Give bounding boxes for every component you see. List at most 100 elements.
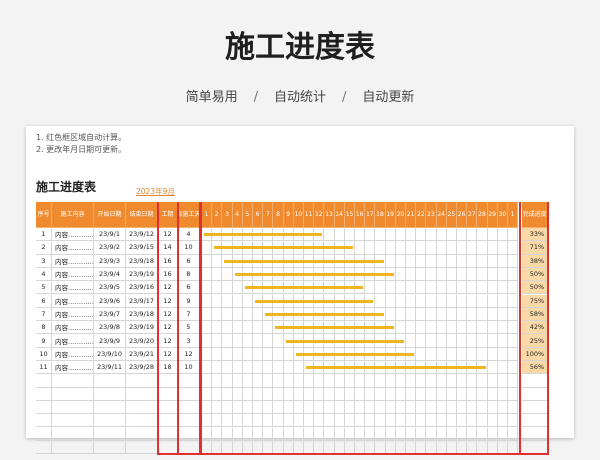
cell-duration[interactable]: 18 [158,361,178,375]
cell-start[interactable]: 23/9/8 [94,321,126,335]
cell-duration[interactable]: 14 [158,241,178,255]
empty-cell[interactable] [158,374,178,388]
cell-seq[interactable]: 9 [36,334,52,348]
empty-cell[interactable] [52,387,94,401]
cell-duration[interactable]: 12 [158,228,178,242]
cell-content[interactable]: 内容…………… [52,321,94,335]
cell-actual[interactable]: 6 [178,254,200,268]
cell-actual[interactable]: 5 [178,321,200,335]
cell-seq[interactable]: 7 [36,307,52,322]
cell-end[interactable]: 23/9/16 [126,281,158,295]
cell-seq[interactable]: 2 [36,241,52,255]
cell-duration[interactable]: 12 [158,307,178,322]
cell-start[interactable]: 23/9/6 [94,294,126,308]
cell-content[interactable]: 内容…………… [52,241,94,255]
month-selector[interactable]: 2023年9月 [136,187,175,196]
cell-actual[interactable]: 12 [178,347,200,361]
cell-start[interactable]: 23/9/9 [94,334,126,348]
cell-actual[interactable]: 4 [178,228,200,242]
cell-end[interactable]: 23/9/28 [126,361,158,375]
empty-cell[interactable] [126,374,158,388]
cell-seq[interactable]: 1 [36,228,52,242]
empty-cell[interactable] [126,387,158,401]
empty-cell[interactable] [94,427,126,441]
empty-cell[interactable] [94,414,126,428]
cell-content[interactable]: 内容…………… [52,267,94,282]
empty-cell[interactable] [178,374,200,388]
cell-duration[interactable]: 12 [158,334,178,348]
empty-cell[interactable] [178,414,200,428]
cell-duration[interactable]: 16 [158,254,178,268]
empty-cell[interactable] [52,374,94,388]
empty-cell[interactable] [36,414,52,428]
empty-cell[interactable] [126,414,158,428]
cell-start[interactable]: 23/9/7 [94,307,126,322]
cell-end[interactable]: 23/9/18 [126,307,158,322]
cell-start[interactable]: 23/9/10 [94,347,126,361]
empty-cell[interactable] [94,400,126,415]
empty-cell[interactable] [158,440,178,455]
cell-content[interactable]: 内容…………… [52,254,94,268]
cell-end[interactable]: 23/9/19 [126,267,158,282]
cell-actual[interactable]: 7 [178,307,200,322]
cell-start[interactable]: 23/9/3 [94,254,126,268]
cell-end[interactable]: 23/9/15 [126,241,158,255]
cell-seq[interactable]: 11 [36,361,52,375]
cell-end[interactable]: 23/9/18 [126,254,158,268]
cell-actual[interactable]: 10 [178,361,200,375]
cell-end[interactable]: 23/9/20 [126,334,158,348]
empty-cell[interactable] [94,387,126,401]
cell-seq[interactable]: 10 [36,347,52,361]
empty-cell[interactable] [36,374,52,388]
cell-duration[interactable]: 12 [158,321,178,335]
cell-content[interactable]: 内容…………… [52,334,94,348]
cell-actual[interactable]: 8 [178,267,200,282]
empty-cell[interactable] [158,427,178,441]
cell-seq[interactable]: 6 [36,294,52,308]
cell-content[interactable]: 内容…………… [52,347,94,361]
cell-start[interactable]: 23/9/4 [94,267,126,282]
cell-content[interactable]: 内容…………… [52,294,94,308]
empty-cell[interactable] [126,400,158,415]
cell-seq[interactable]: 8 [36,321,52,335]
cell-content[interactable]: 内容…………… [52,281,94,295]
empty-cell[interactable] [52,400,94,415]
cell-actual[interactable]: 9 [178,294,200,308]
empty-cell[interactable] [94,374,126,388]
empty-cell[interactable] [178,440,200,455]
empty-cell[interactable] [52,440,94,455]
cell-content[interactable]: 内容…………… [52,228,94,242]
empty-cell[interactable] [36,440,52,455]
empty-cell[interactable] [178,400,200,415]
empty-cell[interactable] [158,400,178,415]
cell-content[interactable]: 内容…………… [52,307,94,322]
cell-duration[interactable]: 12 [158,347,178,361]
empty-cell[interactable] [158,414,178,428]
cell-start[interactable]: 23/9/11 [94,361,126,375]
empty-cell[interactable] [126,440,158,455]
empty-cell[interactable] [52,427,94,441]
empty-cell[interactable] [178,427,200,441]
cell-seq[interactable]: 4 [36,267,52,282]
empty-cell[interactable] [36,400,52,415]
cell-seq[interactable]: 5 [36,281,52,295]
cell-content[interactable]: 内容…………… [52,361,94,375]
cell-end[interactable]: 23/9/17 [126,294,158,308]
cell-actual[interactable]: 3 [178,334,200,348]
cell-duration[interactable]: 12 [158,294,178,308]
cell-end[interactable]: 23/9/19 [126,321,158,335]
cell-actual[interactable]: 6 [178,281,200,295]
empty-cell[interactable] [126,427,158,441]
cell-actual[interactable]: 10 [178,241,200,255]
cell-seq[interactable]: 3 [36,254,52,268]
empty-cell[interactable] [36,387,52,401]
empty-cell[interactable] [158,387,178,401]
cell-end[interactable]: 23/9/12 [126,228,158,242]
cell-end[interactable]: 23/9/21 [126,347,158,361]
cell-start[interactable]: 23/9/2 [94,241,126,255]
cell-duration[interactable]: 16 [158,267,178,282]
cell-start[interactable]: 23/9/5 [94,281,126,295]
empty-cell[interactable] [52,414,94,428]
empty-cell[interactable] [94,440,126,455]
empty-cell[interactable] [178,387,200,401]
